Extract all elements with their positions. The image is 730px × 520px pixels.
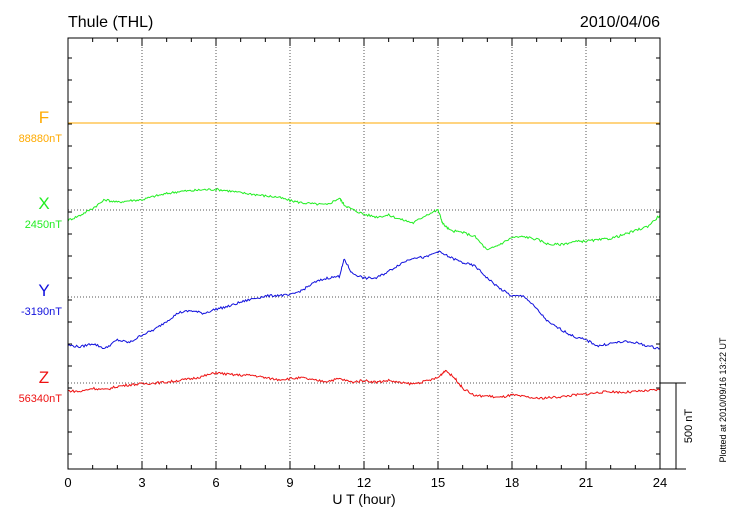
x-axis-label: U T (hour) (332, 491, 395, 507)
plotted-note: Plotted at 2010/09/16 13:22 UT (718, 337, 728, 463)
scale-bar-label: 500 nT (683, 409, 695, 444)
x-tick-label: 18 (505, 475, 519, 490)
data-series (67, 122, 661, 400)
x-axis-ticks: 0 3 6 9 12 15 18 21 24 (64, 38, 667, 490)
series-name-z: Z (39, 368, 49, 387)
y-minor-ticks (68, 57, 660, 455)
series-baseline-value-y: -3190nT (21, 306, 62, 318)
x-tick-label: 9 (286, 475, 293, 490)
x-tick-label: 12 (357, 475, 371, 490)
grid-lines (141, 38, 587, 469)
series-baseline-value-f: 88880nT (19, 133, 63, 145)
series-line-y (67, 250, 661, 350)
x-tick-label: 24 (653, 475, 667, 490)
series-name-y: Y (38, 281, 49, 300)
x-tick-label: 6 (212, 475, 219, 490)
series-baseline-value-x: 2450nT (25, 219, 63, 231)
series-labels: F 88880nT X 2450nT Y -3190nT Z 56340nT (19, 108, 63, 405)
x-tick-label: 0 (64, 475, 71, 490)
series-baseline-value-z: 56340nT (19, 393, 63, 405)
chart-title: Thule (THL) (68, 14, 153, 31)
series-name-f: F (39, 108, 49, 127)
series-name-x: X (38, 194, 49, 213)
x-tick-label: 21 (579, 475, 593, 490)
chart-date: 2010/04/06 (580, 14, 660, 31)
x-tick-label: 15 (431, 475, 445, 490)
series-line-x (67, 187, 661, 251)
x-tick-label: 3 (138, 475, 145, 490)
scale-bar: 500 nT (660, 382, 695, 470)
series-line-z (67, 369, 661, 400)
